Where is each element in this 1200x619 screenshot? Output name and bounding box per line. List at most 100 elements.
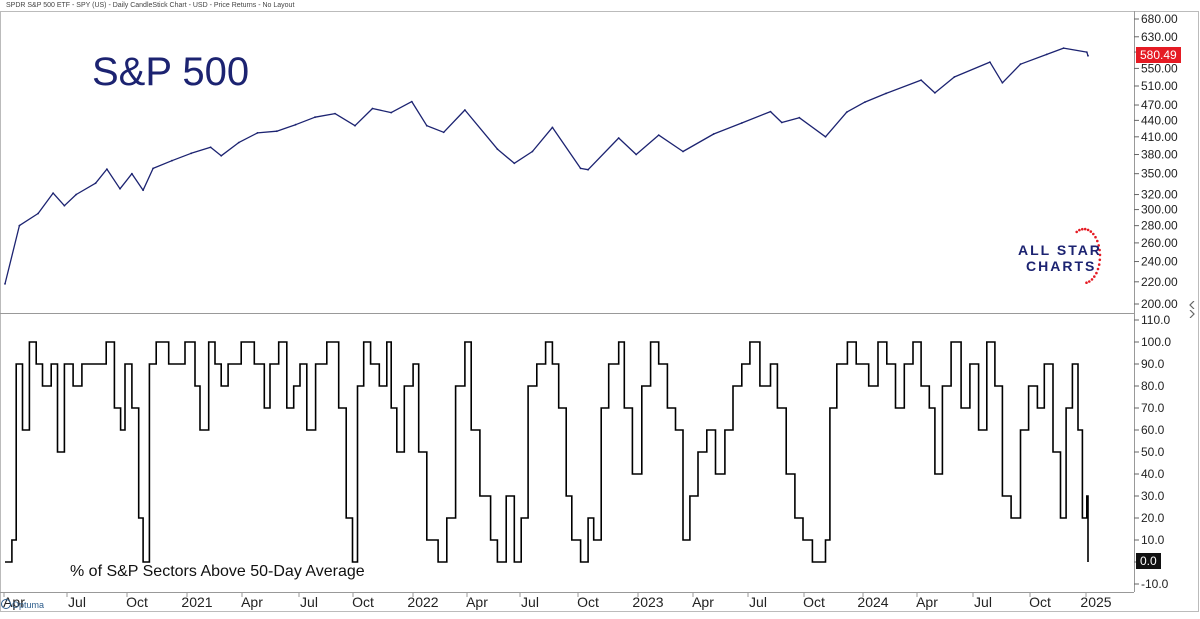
breadth-tick-label: 90.0 [1141,357,1165,371]
date-tick-label: 2024 [857,594,888,610]
chart-frame [1,12,1199,612]
price-point [95,182,97,184]
breadth-tick-label: 70.0 [1141,401,1165,415]
date-tick-label: Jul [68,594,86,610]
price-point [37,213,39,215]
breadth-tick-label: 110.0 [1141,313,1170,327]
brand-star [1075,231,1078,234]
price-point [295,124,297,126]
date-tick-label: 2023 [632,594,663,610]
date-tick-label: Apr [692,594,714,610]
price-tick-label: 200.00 [1141,297,1178,311]
price-point [798,117,800,119]
price-point [513,162,515,164]
price-point [411,101,413,103]
price-point [552,127,554,129]
price-point [119,188,121,190]
brand-star [1081,228,1084,231]
price-tick-label: 680.00 [1141,12,1178,26]
date-tick-label: Apr [916,594,938,610]
last-value-label: 0.0 [1136,553,1161,569]
price-point [354,125,356,127]
allstarcharts-logo: ALL STAR CHARTS [1012,226,1102,286]
optuma-logo: Optuma [1,599,44,610]
breadth-series-line [5,342,1088,562]
brand-star [1097,268,1100,271]
breadth-tick-label: 40.0 [1141,467,1165,481]
price-point [920,79,922,81]
price-point [682,151,684,153]
price-point [497,148,499,150]
date-tick-label: Jul [749,594,767,610]
date-tick-label: Oct [577,594,599,610]
price-tick-label: 220.00 [1141,275,1178,289]
brand-star [1093,275,1096,278]
price-point [580,168,582,170]
price-point [532,151,534,153]
date-tick-label: Jul [974,594,992,610]
brand-star [1078,229,1081,232]
breadth-tick-label: 20.0 [1141,511,1165,525]
price-point [464,109,466,111]
brand-star [1090,230,1093,233]
date-tick-label: 2022 [407,594,438,610]
date-tick-label: Oct [126,594,148,610]
price-tick-label: 410.00 [1141,130,1178,144]
optuma-wordmark: Optuma [12,600,44,610]
price-point [334,113,336,115]
date-tick-label: 2021 [181,594,212,610]
chevron-left-icon[interactable] [1188,301,1196,309]
price-point [19,225,21,227]
date-tick-label: Oct [352,594,374,610]
price-point [1020,63,1022,65]
price-point [741,122,743,124]
date-tick-label: Jul [521,594,539,610]
breadth-layer [5,342,1088,562]
breadth-tick-label: 10.0 [1141,533,1165,547]
price-point [52,192,54,194]
price-point [75,194,77,196]
price-point [1087,55,1089,57]
brand-line-1: ALL STAR [1018,242,1102,258]
price-tick-label: 240.00 [1141,255,1178,269]
breadth-tick-label: 30.0 [1141,489,1165,503]
price-point [276,130,278,132]
brand-star [1091,278,1094,281]
price-tick-label: 440.00 [1141,113,1178,127]
price-tick-label: 260.00 [1141,236,1178,250]
price-point [142,189,144,191]
price-tick-label: 550.00 [1141,61,1178,75]
price-point [953,76,955,78]
price-point [781,122,783,124]
brand-star [1085,281,1088,284]
price-tick-label: 320.00 [1141,188,1178,202]
date-tick-label: Oct [803,594,825,610]
price-point [314,116,316,118]
brand-star [1084,228,1087,231]
price-point [390,112,392,114]
price-point [587,169,589,171]
axis-layer: 680.00630.00590.00550.00510.00470.00440.… [3,12,1178,610]
price-point [4,283,6,285]
chevron-right-icon[interactable] [1188,310,1196,318]
price-tick-label: 380.00 [1141,148,1178,162]
brand-star [1098,263,1101,266]
price-point [713,133,715,135]
breadth-tick-label: 80.0 [1141,379,1165,393]
breadth-tick-label: 60.0 [1141,423,1165,437]
price-point [618,137,620,139]
date-tick-label: Oct [1029,594,1051,610]
price-panel-title: S&P 500 [92,50,249,95]
optuma-icon [1,599,11,609]
price-point [885,93,887,95]
price-point [1063,47,1065,49]
price-point [257,132,259,134]
price-tick-label: 280.00 [1141,219,1178,233]
price-point [1086,51,1088,53]
date-tick-label: Apr [241,594,263,610]
brand-star [1092,233,1095,236]
price-point [770,111,772,113]
price-point [64,205,66,207]
breadth-tick-label: -10.0 [1141,577,1169,591]
